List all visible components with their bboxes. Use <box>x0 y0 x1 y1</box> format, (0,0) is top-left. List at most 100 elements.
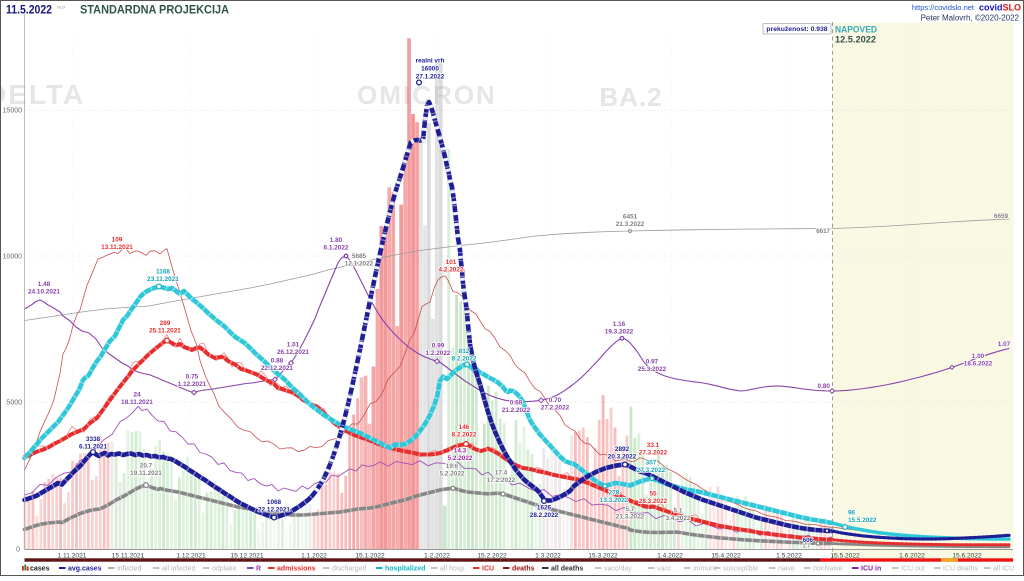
svg-text:cases: cases <box>30 566 50 573</box>
svg-text:22.12.2021: 22.12.2021 <box>258 507 290 514</box>
svg-text:15.12.2021: 15.12.2021 <box>230 553 263 560</box>
svg-text:12.1.2022: 12.1.2022 <box>345 261 374 268</box>
svg-text:101: 101 <box>446 259 457 266</box>
svg-text:0: 0 <box>16 547 20 554</box>
svg-text:21.3.2022: 21.3.2022 <box>616 514 645 521</box>
svg-text:1.4.2022: 1.4.2022 <box>657 553 683 560</box>
svg-text:1168: 1168 <box>156 269 170 276</box>
svg-text:20.7: 20.7 <box>140 463 153 470</box>
svg-text:25.11.2021: 25.11.2021 <box>149 328 181 335</box>
svg-text:14.3: 14.3 <box>454 448 467 455</box>
svg-text:19.6: 19.6 <box>446 463 459 470</box>
svg-text:1.48: 1.48 <box>38 281 51 288</box>
svg-text:0.75: 0.75 <box>186 374 199 381</box>
svg-text:1.2.2022: 1.2.2022 <box>424 553 450 560</box>
svg-text:8.2.2022: 8.2.2022 <box>452 356 477 363</box>
svg-text:11.5.2022: 11.5.2022 <box>6 5 52 17</box>
svg-text:admissions: admissions <box>277 566 316 573</box>
svg-text:1.07: 1.07 <box>998 341 1011 348</box>
svg-text:1.16: 1.16 <box>613 321 626 328</box>
svg-text:realni vrh: realni vrh <box>416 58 445 65</box>
svg-text:all ICU: all ICU <box>993 566 1014 573</box>
svg-text:STANDARDNA PROJEKCIJA: STANDARDNA PROJEKCIJA <box>80 5 229 17</box>
svg-text:21.2.2022: 21.2.2022 <box>502 407 531 414</box>
svg-text:25.3.2022: 25.3.2022 <box>638 366 667 373</box>
svg-text:R: R <box>256 566 261 573</box>
svg-text:1.12.2021: 1.12.2021 <box>176 553 206 560</box>
svg-text:6451: 6451 <box>623 214 638 221</box>
svg-text:1.12.2021: 1.12.2021 <box>178 381 207 388</box>
svg-text:27.2.2022: 27.2.2022 <box>541 405 570 412</box>
svg-text:10000: 10000 <box>3 254 23 261</box>
svg-text:17.2.2022: 17.2.2022 <box>487 477 516 484</box>
svg-text:https://covidslo.net: https://covidslo.net <box>912 3 975 12</box>
svg-text:6.11.2021: 6.11.2021 <box>79 444 108 451</box>
svg-text:109: 109 <box>112 237 123 244</box>
svg-text:15.5.2022: 15.5.2022 <box>848 517 877 524</box>
svg-text:23.11.2021: 23.11.2021 <box>147 276 179 283</box>
svg-text:infected: infected <box>117 566 142 573</box>
svg-text:26.12.2021: 26.12.2021 <box>277 349 309 356</box>
svg-text:27.3.2022: 27.3.2022 <box>639 450 668 457</box>
svg-text:5.2.2022: 5.2.2022 <box>440 471 465 478</box>
svg-text:15.5.2022: 15.5.2022 <box>830 553 860 560</box>
svg-text:all deaths: all deaths <box>551 566 583 573</box>
svg-text:13.11.2021: 13.11.2021 <box>101 244 133 251</box>
svg-text:0.88: 0.88 <box>271 358 284 365</box>
svg-text:3.4.2022: 3.4.2022 <box>666 515 691 522</box>
svg-text:covidSLO: covidSLO <box>979 3 1021 13</box>
svg-text:2892: 2892 <box>615 446 630 453</box>
svg-text:5685: 5685 <box>352 253 367 260</box>
svg-text:nonNaive: nonNaive <box>813 566 843 573</box>
svg-text:6617: 6617 <box>816 228 830 235</box>
svg-text:24: 24 <box>133 392 141 399</box>
svg-text:18.11.2021: 18.11.2021 <box>121 399 153 406</box>
svg-text:28.3.2022: 28.3.2022 <box>639 498 668 505</box>
svg-text:1.01: 1.01 <box>287 342 300 349</box>
svg-text:15.11.2021: 15.11.2021 <box>112 553 145 560</box>
svg-text:8.2.2022: 8.2.2022 <box>452 432 477 439</box>
svg-text:1.11.2021: 1.11.2021 <box>58 553 87 560</box>
svg-text:55: 55 <box>649 491 657 498</box>
svg-text:15.6.2022: 15.6.2022 <box>952 553 982 560</box>
svg-text:5.7: 5.7 <box>626 506 635 513</box>
svg-text:18.6.2022: 18.6.2022 <box>964 361 993 368</box>
svg-text:1.2.2022: 1.2.2022 <box>426 350 451 357</box>
svg-text:17.4: 17.4 <box>495 470 508 477</box>
svg-text:13.3.2022: 13.3.2022 <box>600 497 629 504</box>
svg-text:27.1.2022: 27.1.2022 <box>416 74 445 81</box>
svg-text:ICU out: ICU out <box>901 566 925 573</box>
svg-text:6659: 6659 <box>994 213 1009 220</box>
svg-text:0.80: 0.80 <box>818 383 831 390</box>
svg-text:1.1.2022: 1.1.2022 <box>301 553 327 560</box>
svg-text:0.70: 0.70 <box>549 397 562 404</box>
svg-text:5000: 5000 <box>6 400 22 407</box>
svg-text:SLO: SLO <box>57 5 65 10</box>
svg-text:5.1: 5.1 <box>674 508 683 515</box>
svg-text:0.99: 0.99 <box>432 343 445 350</box>
svg-text:0.68: 0.68 <box>510 400 523 407</box>
svg-text:1.7: 1.7 <box>802 544 810 550</box>
svg-text:discharged: discharged <box>332 566 366 573</box>
svg-text:susceptible: susceptible <box>723 566 758 573</box>
svg-text:278: 278 <box>609 490 620 497</box>
svg-text:ICU in: ICU in <box>861 566 881 573</box>
svg-text:28.2.2022: 28.2.2022 <box>530 512 559 519</box>
svg-text:1.3.2022: 1.3.2022 <box>535 553 561 560</box>
svg-text:4.2.2022: 4.2.2022 <box>439 267 464 274</box>
svg-text:12.5.2022: 12.5.2022 <box>835 35 876 45</box>
svg-text:15.3.2022: 15.3.2022 <box>588 553 618 560</box>
svg-text:146: 146 <box>459 424 470 431</box>
svg-text:15000: 15000 <box>3 108 23 115</box>
svg-text:16000: 16000 <box>421 66 439 73</box>
svg-text:immune: immune <box>693 566 718 573</box>
svg-text:1.5.2022: 1.5.2022 <box>776 553 802 560</box>
svg-text:hospitalized: hospitalized <box>385 566 425 573</box>
svg-text:96: 96 <box>848 510 856 517</box>
svg-text:22.12.2021: 22.12.2021 <box>261 365 293 372</box>
svg-text:1.80: 1.80 <box>330 237 343 244</box>
svg-text:0.97: 0.97 <box>646 359 659 366</box>
svg-text:5.2.2022: 5.2.2022 <box>448 455 473 462</box>
svg-text:27.3.2022: 27.3.2022 <box>637 467 666 474</box>
svg-text:ICU: ICU <box>482 566 494 573</box>
